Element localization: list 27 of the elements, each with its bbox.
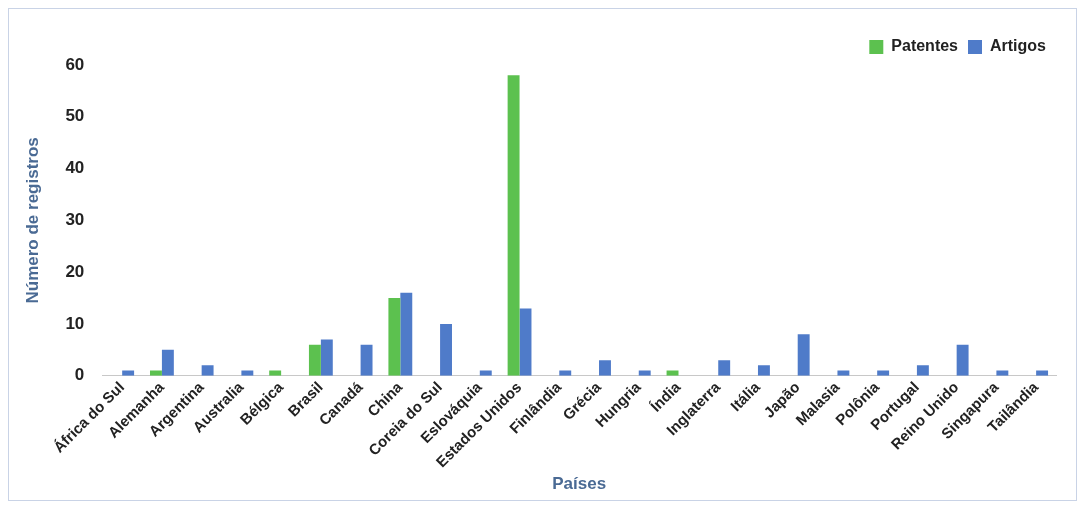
bar (308, 344, 321, 376)
bar (797, 334, 810, 376)
bar (519, 308, 532, 376)
bar (956, 344, 969, 376)
legend-label: Artigos (990, 37, 1047, 55)
y-tick-label: 0 (74, 365, 85, 385)
bar (916, 365, 929, 376)
bar (507, 75, 520, 376)
bar (757, 365, 770, 376)
y-tick-label: 50 (65, 106, 85, 126)
legend-label: Patentes (891, 37, 959, 55)
bar (388, 298, 401, 376)
bar (360, 344, 373, 376)
bar (320, 339, 333, 376)
bar (201, 365, 214, 376)
bar (599, 360, 611, 376)
bar (400, 292, 413, 376)
y-tick-label: 60 (65, 54, 85, 74)
bar (161, 349, 174, 376)
bar (718, 360, 731, 376)
y-tick-label: 20 (65, 261, 85, 281)
y-tick-label: 30 (65, 210, 85, 230)
y-tick-label: 10 (65, 313, 85, 333)
y-tick-label: 40 (65, 158, 85, 178)
bar (440, 323, 452, 376)
y-axis-title: Número de registros (22, 137, 42, 304)
x-axis-title: Países (552, 474, 607, 494)
